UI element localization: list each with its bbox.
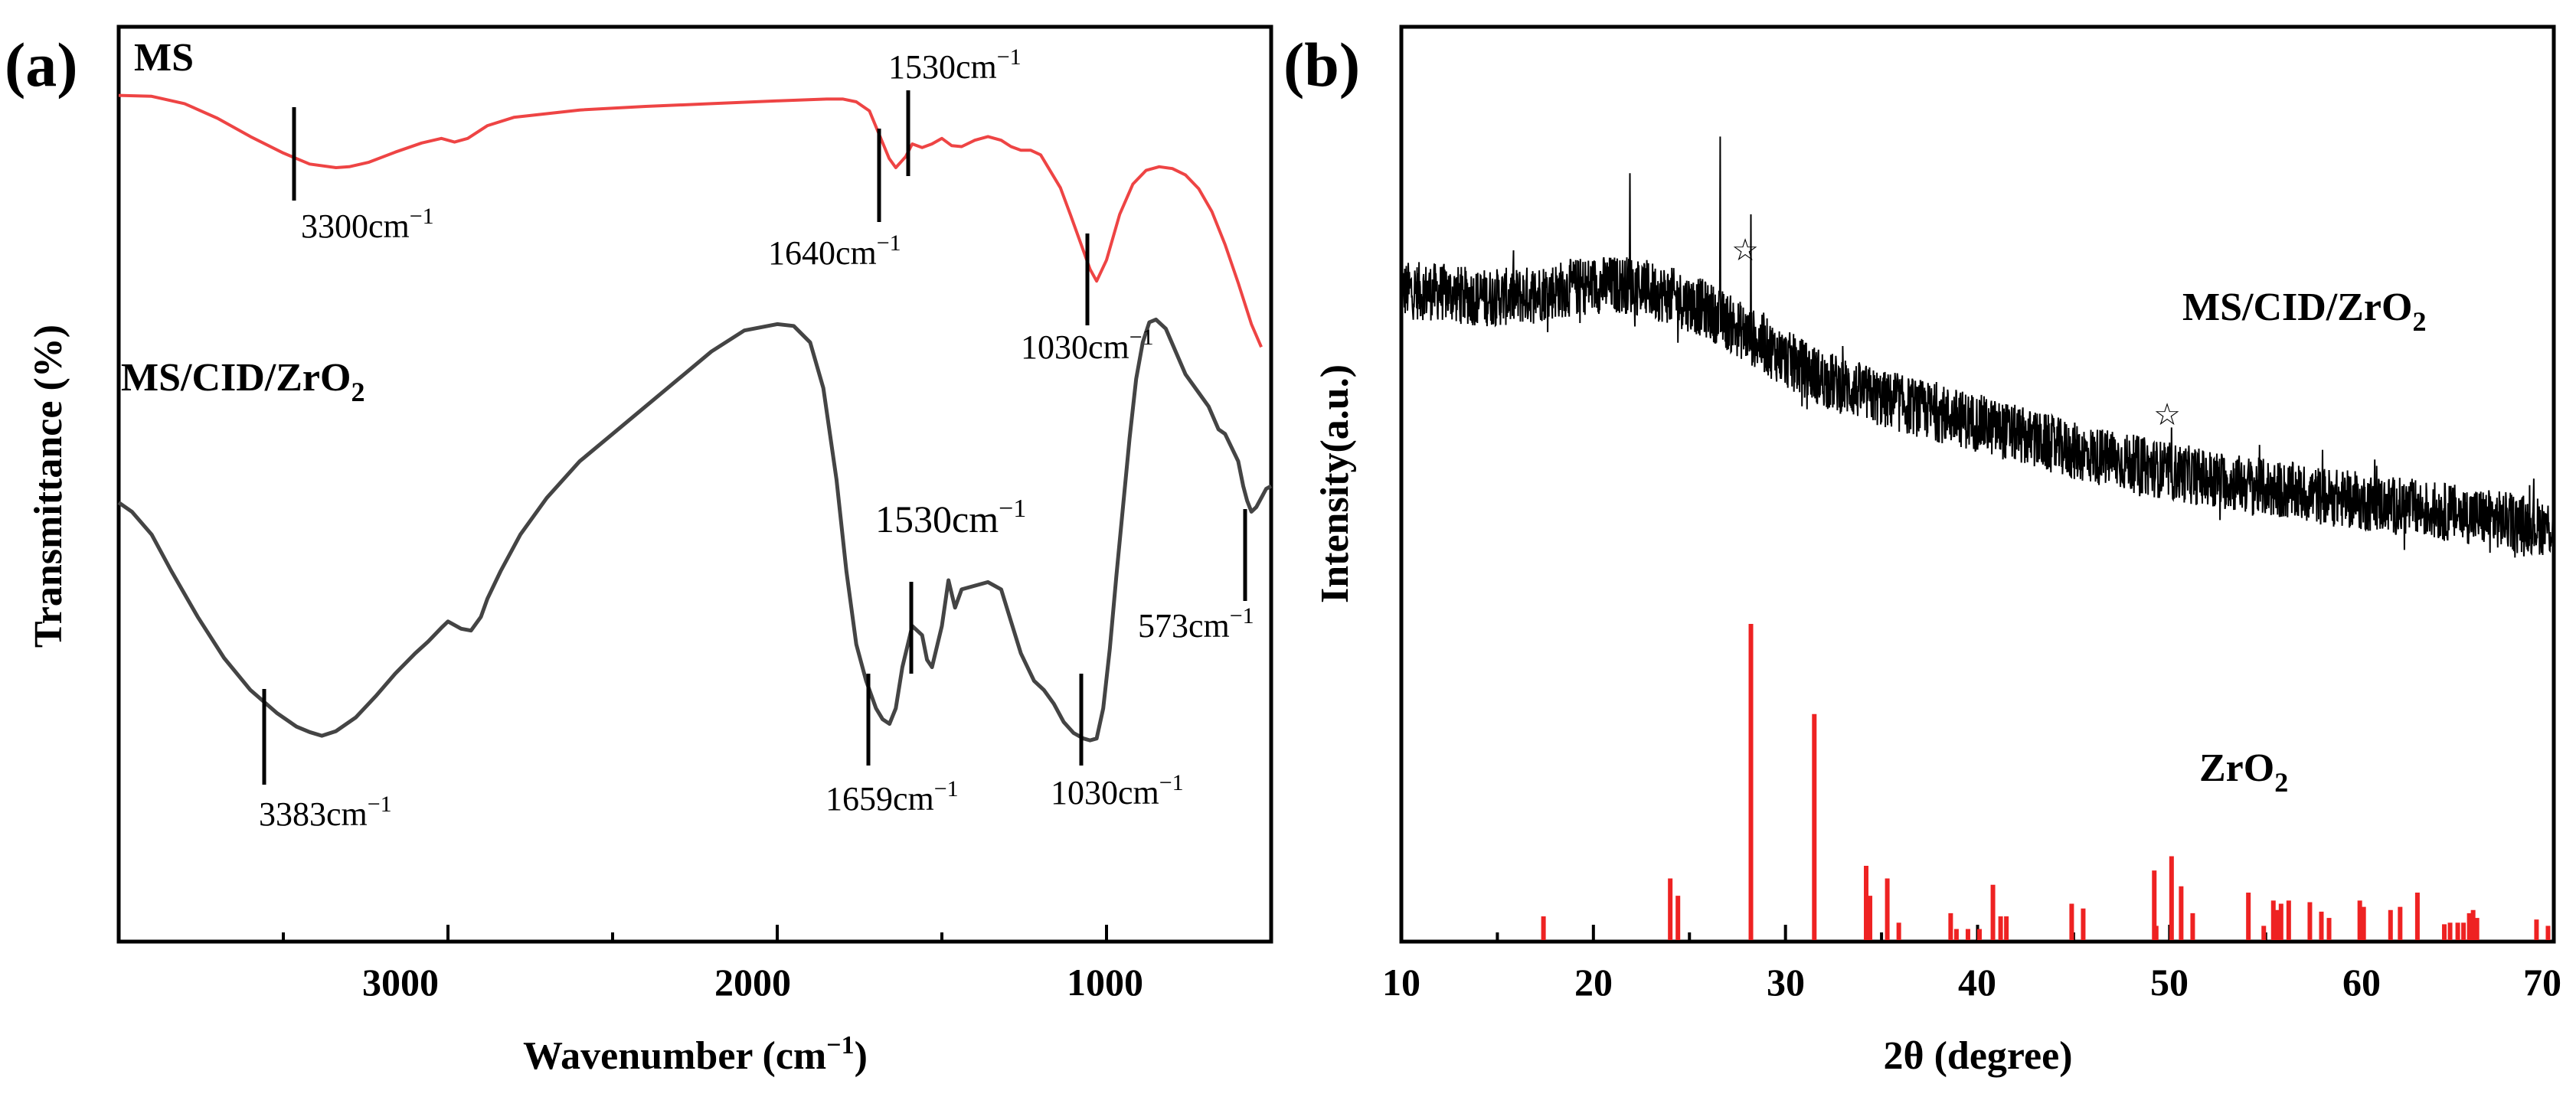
peak-marker-star: ☆ <box>1731 233 1759 267</box>
annotation-unit-sup: −1 <box>1230 603 1254 628</box>
annotation-unit: cm <box>326 795 368 833</box>
panel-a-x-axis-title: Wavenumber (cm−1) <box>523 1031 868 1078</box>
annotation-3300: 3300cm−1 <box>301 204 434 245</box>
series-label-ms-cid-zro2-b-main: MS/CID/ZrO <box>2182 286 2412 329</box>
annotation-unit: cm <box>1118 774 1159 811</box>
annotation-1659-value: 1659 <box>825 780 893 818</box>
annotation-573-value: 573 <box>1138 607 1188 645</box>
panel-b-y-axis-title: Intensity(a.u.) <box>1313 364 1357 603</box>
series-label-zro2-sub: 2 <box>2274 767 2288 798</box>
panel-b-tick-label: 60 <box>2342 961 2381 1004</box>
series-label-ms-cid-zro2: MS/CID/ZrO2 <box>121 356 364 407</box>
annotation-1530-top: 1530cm−1 <box>888 44 1022 86</box>
panel-a-tick-label: 2000 <box>714 961 791 1004</box>
annotation-1030-top-value: 1030 <box>1021 328 1088 366</box>
annotation-unit-sup: −1 <box>997 44 1022 70</box>
peak-marker-star: ☆ <box>2153 397 2181 432</box>
series-label-ms: MS <box>134 36 194 80</box>
series-ms-line <box>118 93 1263 348</box>
series-zro2-reference-sticks <box>1541 624 2551 940</box>
annotation-unit-sup: −1 <box>934 776 959 802</box>
annotation-unit-sup: −1 <box>1129 325 1154 350</box>
series-label-ms-cid-zro2-b: MS/CID/ZrO2 <box>2182 286 2426 337</box>
panel-a-x-axis-title-sup: −1 <box>826 1031 854 1059</box>
panel-a-tick-label: 3000 <box>362 961 439 1004</box>
annotation-unit: cm <box>893 780 934 818</box>
panel-b-label: (b) <box>1283 30 1360 100</box>
annotation-1640: 1640cm−1 <box>768 230 901 272</box>
annotation-unit: cm <box>835 234 877 272</box>
series-label-ms-cid-zro2-b-sub: 2 <box>2412 306 2426 337</box>
panel-b-tick-label: 30 <box>1767 961 1805 1004</box>
annotation-573: 573cm−1 <box>1138 603 1254 645</box>
annotation-3383: 3383cm−1 <box>259 792 392 833</box>
series-ms-cid-zro2-xrd-line <box>1401 136 2555 558</box>
annotation-unit: cm <box>1088 328 1129 366</box>
annotation-1659: 1659cm−1 <box>825 776 959 818</box>
annotation-unit-sup: −1 <box>410 204 434 229</box>
panel-b-tick-label: 10 <box>1382 961 1420 1004</box>
panel-b-tick-label: 50 <box>2150 961 2189 1004</box>
annotation-unit-sup: −1 <box>999 495 1026 523</box>
panel-a-x-axis-title-close: ) <box>855 1034 868 1078</box>
annotation-3300-value: 3300 <box>301 207 368 245</box>
panel-a: (a) 3000 2000 1000 Wavenumber (cm−1) Tra… <box>5 24 1273 1078</box>
panel-a-tick-label: 1000 <box>1067 961 1143 1004</box>
panel-a-label: (a) <box>5 30 78 100</box>
annotation-1640-value: 1640 <box>768 234 835 272</box>
annotation-unit-sup: −1 <box>368 792 392 817</box>
series-label-zro2-main: ZrO <box>2199 746 2274 790</box>
series-label-zro2: ZrO2 <box>2199 746 2288 798</box>
panel-b-x-axis-title: 2θ (degree) <box>1883 1034 2072 1078</box>
panel-a-markers <box>262 90 1247 785</box>
series-label-ms-cid-zro2-sub: 2 <box>351 377 364 407</box>
annotation-unit: cm <box>1188 607 1230 645</box>
annotation-1530-bot: 1530cm−1 <box>875 495 1026 540</box>
panel-a-frame <box>116 24 1273 944</box>
annotation-3383-value: 3383 <box>259 795 326 833</box>
annotation-1530-bot-value: 1530 <box>875 498 952 540</box>
panel-b-tick-label: 70 <box>2523 961 2561 1004</box>
annotation-unit-sup: −1 <box>877 230 901 256</box>
panel-a-x-ticks <box>282 925 1273 942</box>
panel-a-x-axis-title-main: Wavenumber (cm <box>523 1034 826 1078</box>
annotation-1030-bot: 1030cm−1 <box>1051 770 1184 811</box>
annotation-unit-sup: −1 <box>1159 770 1184 795</box>
annotation-unit: cm <box>956 48 997 86</box>
series-label-ms-cid-zro2-main: MS/CID/ZrO <box>121 356 351 400</box>
annotation-1030-top: 1030cm−1 <box>1021 325 1154 366</box>
panel-b-tick-label: 20 <box>1574 961 1613 1004</box>
panel-a-y-axis-title: Transmittance (%) <box>27 325 70 648</box>
annotation-1030-bot-value: 1030 <box>1051 774 1118 811</box>
annotation-1530-top-value: 1530 <box>888 48 956 86</box>
panel-b-tick-label: 40 <box>1958 961 1996 1004</box>
annotation-unit: cm <box>368 207 410 245</box>
panel-b: (b) 10 20 30 40 50 60 70 2θ (degree) Int… <box>1283 24 2561 1078</box>
annotation-unit: cm <box>952 498 999 540</box>
